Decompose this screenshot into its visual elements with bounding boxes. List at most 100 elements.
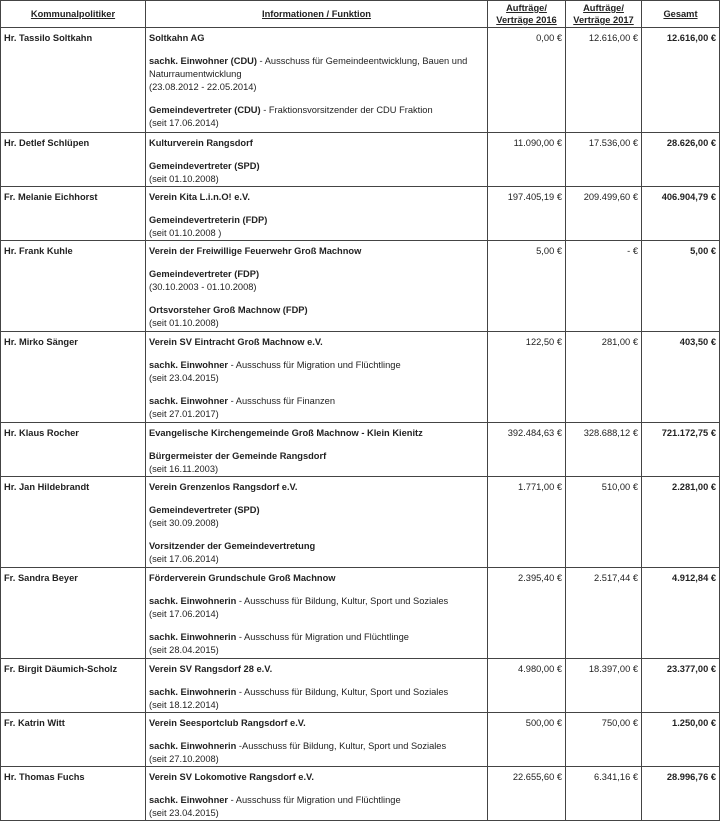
info-cell: Kulturverein Rangsdorf Gemeindevertreter … [145,132,488,187]
function-entry: Ortsvorsteher Groß Machnow (FDP) (seit 01… [149,304,484,330]
header-2017: Aufträge/ Verträge 2017 [565,0,642,28]
function-title: sachk. Einwohner (CDU) [149,56,257,66]
amount-total: 403,50 € [641,331,720,423]
amount-total: 12.616,00 € [641,27,720,133]
table-row: Hr. Frank Kuhle Verein der Freiwillige F… [0,240,720,332]
function-entry: sachk. Einwohnerin -Ausschuss für Bildun… [149,740,484,766]
function-title: sachk. Einwohnerin [149,687,237,697]
function-period: (seit 17.06.2014) [149,554,219,564]
politician-name: Hr. Mirko Sänger [0,331,146,423]
amount-total: 23.377,00 € [641,658,720,713]
amount-total: 5,00 € [641,240,720,332]
info-cell: Verein SV Lokomotive Rangsdorf e.V. sachk… [145,766,488,821]
function-period: (seit 27.10.2008) [149,754,219,764]
function-title: Gemeindevertreter (SPD) [149,505,260,515]
politician-name: Hr. Detlef Schlüpen [0,132,146,187]
function-detail: - Ausschuss für Finanzen [228,396,336,406]
info-cell: Evangelische Kirchengemeinde Groß Machno… [145,422,488,477]
function-detail: - Ausschuss für Bildung, Kultur, Sport u… [236,596,449,606]
function-period: (seit 17.06.2014) [149,609,219,619]
amount-2016: 4.980,00 € [487,658,566,713]
function-entry: sachk. Einwohner (CDU) - Ausschuss für G… [149,55,484,94]
politician-name: Fr. Sandra Beyer [0,567,146,659]
function-title: Ortsvorsteher Groß Machnow (FDP) [149,305,308,315]
function-title: sachk. Einwohnerin [149,596,237,606]
function-detail: - Ausschuss für Gemeindeentwicklung, Bau… [149,56,468,79]
function-entry: Bürgermeister der Gemeinde Rangsdorf (sei… [149,450,484,476]
function-period: (seit 18.12.2014) [149,700,219,710]
politician-name: Hr. Tassilo Soltkahn [0,27,146,133]
politician-name: Fr. Birgit Däumich-Scholz [0,658,146,713]
function-period: (seit 27.01.2017) [149,409,219,419]
amount-2017: 510,00 € [565,476,642,568]
function-entry: sachk. Einwohner - Ausschuss für Migrati… [149,794,484,820]
function-detail: - Ausschuss für Migration und Flüchtling… [228,795,401,805]
organization: Verein Grenzenlos Rangsdorf e.V. [149,482,298,492]
organization: Evangelische Kirchengemeinde Groß Machno… [149,428,423,438]
amount-2016: 122,50 € [487,331,566,423]
organization: Förderverein Grundschule Groß Machnow [149,573,336,583]
function-entry: Gemeindevertreter (SPD) (seit 01.10.2008) [149,160,484,186]
info-cell: Verein der Freiwillige Feuerwehr Groß Ma… [145,240,488,332]
header-total: Gesamt [641,0,720,28]
amount-2017: 328.688,12 € [565,422,642,477]
amount-total: 721.172,75 € [641,422,720,477]
amount-2016: 5,00 € [487,240,566,332]
amount-2017: 12.616,00 € [565,27,642,133]
function-period: (seit 30.09.2008) [149,518,219,528]
table-row: Hr. Jan Hildebrandt Verein Grenzenlos Ra… [0,476,720,568]
amount-total: 2.281,00 € [641,476,720,568]
organization: Verein Kita L.i.n.O! e.V. [149,192,250,202]
amount-2016: 1.771,00 € [487,476,566,568]
politician-name: Hr. Thomas Fuchs [0,766,146,821]
function-entry: Gemeindevertreterin (FDP) (seit 01.10.200… [149,214,484,240]
info-cell: Förderverein Grundschule Groß Machnow sac… [145,567,488,659]
function-entry: sachk. Einwohnerin - Ausschuss für Migra… [149,631,484,657]
header-info: Informationen / Funktion [145,0,488,28]
function-detail: -Ausschuss für Bildung, Kultur, Sport un… [236,741,447,751]
amount-total: 406.904,79 € [641,186,720,241]
amount-2016: 500,00 € [487,712,566,767]
function-period: (seit 28.04.2015) [149,645,219,655]
function-detail: - Ausschuss für Bildung, Kultur, Sport u… [236,687,449,697]
amount-2017: 17.536,00 € [565,132,642,187]
amount-2016: 22.655,60 € [487,766,566,821]
table-row: Hr. Detlef Schlüpen Kulturverein Rangsdo… [0,132,720,187]
function-title: Gemeindevertreter (FDP) [149,269,260,279]
function-period: (seit 01.10.2008) [149,318,219,328]
function-title: sachk. Einwohnerin [149,741,237,751]
function-detail: - Fraktionsvorsitzender der CDU Fraktion [260,105,433,115]
amount-2017: 18.397,00 € [565,658,642,713]
table-row: Fr. Melanie Eichhorst Verein Kita L.i.n.… [0,186,720,241]
amount-2017: - € [565,240,642,332]
info-cell: Verein SV Eintracht Groß Machnow e.V. sac… [145,331,488,423]
table-row: Hr. Klaus Rocher Evangelische Kirchengem… [0,422,720,477]
info-cell: Soltkahn AG sachk. Einwohner (CDU) - Auss… [145,27,488,133]
function-period: (seit 01.10.2008) [149,174,219,184]
organization: Verein SV Eintracht Groß Machnow e.V. [149,337,323,347]
amount-total: 28.626,00 € [641,132,720,187]
info-cell: Verein Grenzenlos Rangsdorf e.V. Gemeinde… [145,476,488,568]
organization: Verein der Freiwillige Feuerwehr Groß Ma… [149,246,362,256]
amount-2016: 197.405,19 € [487,186,566,241]
organization: Verein SV Lokomotive Rangsdorf e.V. [149,772,314,782]
amount-total: 4.912,84 € [641,567,720,659]
info-cell: Verein Kita L.i.n.O! e.V. Gemeindevertret… [145,186,488,241]
function-entry: sachk. Einwohnerin - Ausschuss für Bildu… [149,595,484,621]
organization: Verein Seesportclub Rangsdorf e.V. [149,718,306,728]
info-cell: Verein SV Rangsdorf 28 e.V. sachk. Einwoh… [145,658,488,713]
amount-2016: 11.090,00 € [487,132,566,187]
table-row: Hr. Mirko Sänger Verein SV Eintracht Gro… [0,331,720,423]
table-row: Hr. Thomas Fuchs Verein SV Lokomotive Ra… [0,766,720,821]
function-period: (seit 01.10.2008 ) [149,228,222,238]
function-title: Bürgermeister der Gemeinde Rangsdorf [149,451,327,461]
function-detail: - Ausschuss für Migration und Flüchtling… [228,360,401,370]
function-title: Gemeindevertreter (SPD) [149,161,260,171]
amount-2017: 2.517,44 € [565,567,642,659]
function-entry: sachk. Einwohnerin - Ausschuss für Bildu… [149,686,484,712]
function-title: sachk. Einwohner [149,396,229,406]
header-row: Kommunalpolitiker Informationen / Funkti… [0,0,720,28]
function-entry: sachk. Einwohner - Ausschuss für Finanze… [149,395,484,421]
amount-total: 28.996,76 € [641,766,720,821]
